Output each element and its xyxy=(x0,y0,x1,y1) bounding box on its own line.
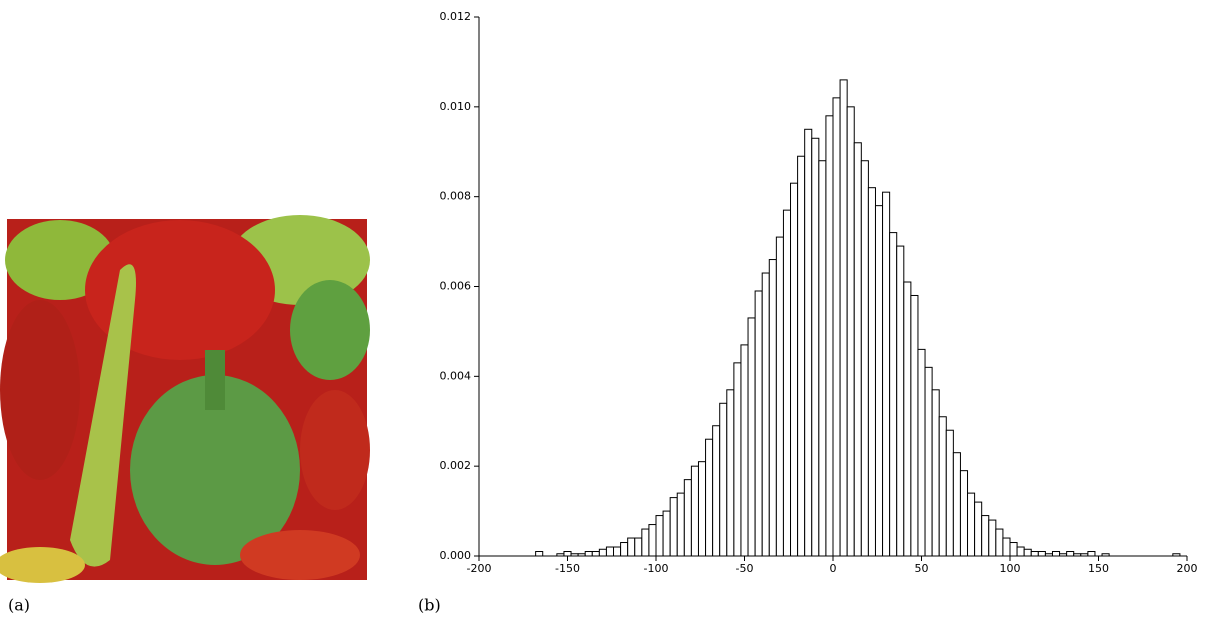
bar xyxy=(662,510,671,557)
bar xyxy=(761,272,770,557)
bar xyxy=(945,429,954,557)
x-tick-label: 200 xyxy=(1177,562,1198,575)
bar xyxy=(839,79,848,557)
bar xyxy=(669,497,678,557)
bar xyxy=(846,106,855,557)
bar xyxy=(917,348,926,557)
bar xyxy=(712,425,721,557)
x-tick-label: -150 xyxy=(555,562,580,575)
bar xyxy=(1030,551,1039,557)
bar xyxy=(676,492,685,557)
bar xyxy=(733,362,742,557)
bar xyxy=(1023,548,1032,557)
bar xyxy=(924,366,933,557)
bar xyxy=(874,205,884,557)
bar xyxy=(1016,546,1025,557)
bar xyxy=(634,537,643,557)
bar xyxy=(697,461,707,557)
bar xyxy=(797,155,806,557)
bar xyxy=(952,452,961,557)
bar xyxy=(641,528,650,557)
bar xyxy=(719,402,728,557)
bar xyxy=(591,551,600,557)
x-tick-label: 150 xyxy=(1088,562,1109,575)
bar xyxy=(620,542,629,557)
bar xyxy=(974,501,983,557)
y-tick-label: 0.000 xyxy=(440,549,472,562)
bar xyxy=(747,317,756,557)
bar xyxy=(804,128,813,557)
bar xyxy=(754,290,763,557)
bar xyxy=(896,245,905,557)
bar xyxy=(705,438,714,557)
bar xyxy=(860,160,869,557)
bar xyxy=(775,236,784,557)
bar xyxy=(910,294,919,557)
bar xyxy=(889,232,898,557)
bar xyxy=(605,546,615,557)
bar xyxy=(655,515,664,557)
bar xyxy=(811,137,820,557)
bar xyxy=(1037,551,1046,557)
x-tick-label: 0 xyxy=(830,562,837,575)
bar xyxy=(683,479,692,557)
bar xyxy=(1002,537,1011,557)
bar xyxy=(535,551,544,557)
bar xyxy=(790,182,799,557)
y-tick-label: 0.010 xyxy=(440,100,472,113)
chart-label: (b) xyxy=(418,596,441,615)
bar xyxy=(931,389,940,557)
bar xyxy=(818,160,827,557)
bar xyxy=(627,537,636,557)
bar xyxy=(882,191,891,557)
y-tick-label: 0.002 xyxy=(440,459,472,472)
bar xyxy=(853,142,862,557)
bar xyxy=(768,259,777,557)
bar xyxy=(1051,551,1061,557)
x-tick-label: 100 xyxy=(1000,562,1021,575)
bar xyxy=(1066,551,1075,557)
bar xyxy=(563,551,572,557)
x-tick-label: -100 xyxy=(644,562,669,575)
bar xyxy=(938,416,947,557)
bar xyxy=(690,465,699,557)
bar xyxy=(988,519,997,557)
x-tick-label: -200 xyxy=(467,562,492,575)
y-tick-label: 0.006 xyxy=(440,280,472,293)
peppers-image xyxy=(0,215,370,583)
bar xyxy=(867,187,876,557)
y-tick-label: 0.004 xyxy=(440,369,472,382)
image-label: (a) xyxy=(8,596,30,615)
bar xyxy=(1009,542,1018,557)
bar xyxy=(613,546,622,557)
bar xyxy=(598,548,607,557)
bar xyxy=(1087,551,1096,557)
y-tick-label: 0.008 xyxy=(440,190,472,203)
bar xyxy=(648,524,657,557)
bar xyxy=(825,115,834,557)
bar xyxy=(959,470,969,557)
x-tick-label: 50 xyxy=(915,562,929,575)
bar xyxy=(981,515,990,557)
bar xyxy=(832,97,841,557)
bar xyxy=(782,209,792,557)
bar xyxy=(903,281,912,557)
y-tick-label: 0.012 xyxy=(440,10,472,23)
bar xyxy=(967,492,976,557)
bar xyxy=(995,528,1004,557)
bar xyxy=(584,551,593,557)
bar xyxy=(740,344,749,557)
bar xyxy=(726,389,735,557)
x-tick-label: -50 xyxy=(736,562,754,575)
